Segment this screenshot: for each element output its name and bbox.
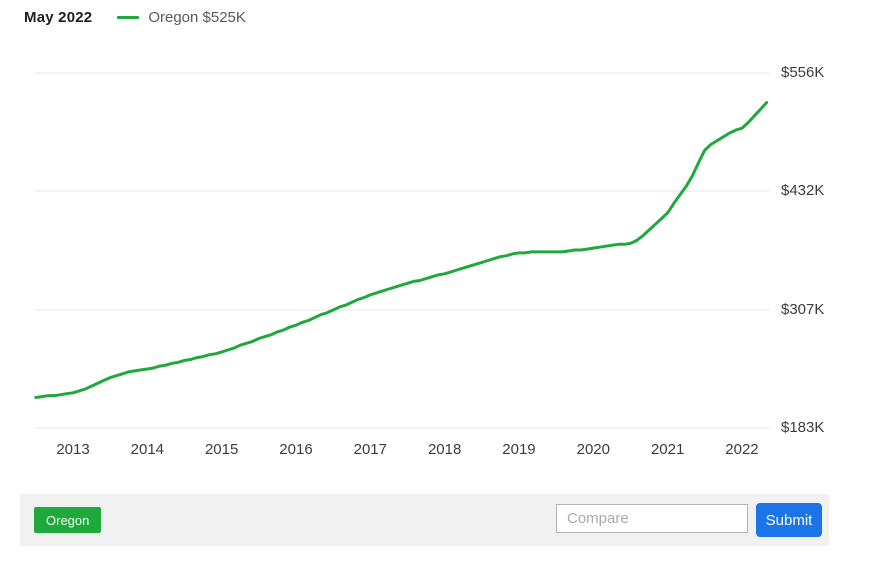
y-axis-label: $556K <box>781 64 825 81</box>
region-tag-oregon[interactable]: Oregon <box>34 507 102 533</box>
x-axis-label: 2015 <box>204 441 239 458</box>
y-axis-label: $307K <box>781 300 825 318</box>
x-axis-label: 2020 <box>576 441 610 458</box>
submit-button[interactable]: Submit <box>756 503 822 537</box>
x-axis-label: 2018 <box>427 441 462 458</box>
x-axis-label: 2016 <box>279 441 313 458</box>
legend-series-label: Oregon $525K <box>148 9 246 26</box>
y-axis-label: $432K <box>781 182 825 200</box>
x-axis-label: 2021 <box>650 441 685 458</box>
x-axis-label: 2014 <box>130 441 165 458</box>
x-axis-label: 2019 <box>502 441 536 458</box>
y-axis-label: $183K <box>781 419 825 436</box>
oregon-price-line <box>34 101 769 399</box>
chart-legend: May 2022 Oregon $525K <box>24 9 246 26</box>
series-line-swatch-icon <box>117 16 140 19</box>
compare-input[interactable] <box>556 504 748 533</box>
x-axis-label: 2017 <box>353 441 387 458</box>
x-axis-label: 2022 <box>725 441 759 458</box>
x-axis-label: 2013 <box>56 441 90 458</box>
legend-date-label: May 2022 <box>24 9 93 26</box>
compare-toolbar: Oregon Submit <box>20 494 829 546</box>
